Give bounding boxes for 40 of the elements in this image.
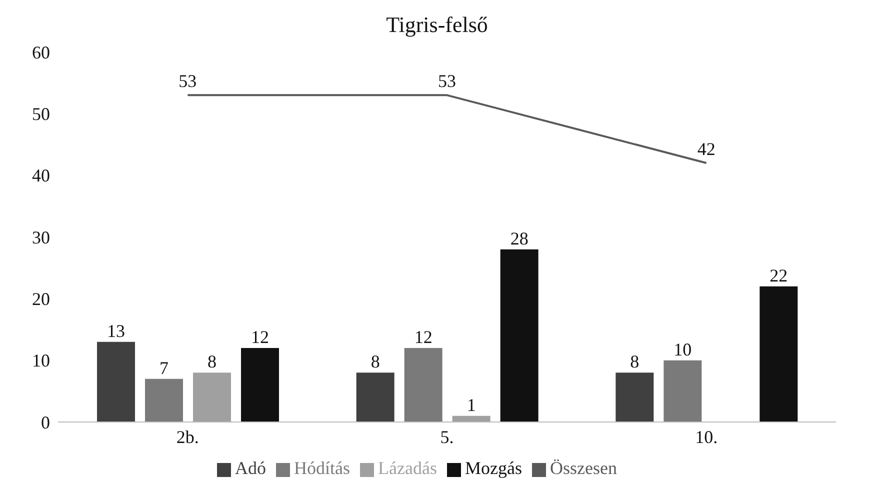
y-tick-label: 60	[32, 42, 50, 62]
legend-label: Lázadás	[378, 458, 437, 478]
bar	[145, 378, 183, 422]
data-label: 53	[438, 71, 456, 92]
data-label: 22	[770, 265, 788, 286]
x-tick-label: 5.	[440, 426, 454, 447]
y-tick-label: 10	[32, 350, 50, 371]
bar	[356, 372, 394, 422]
data-label: 8	[630, 352, 640, 372]
data-label: 8	[208, 352, 216, 372]
legend-label: Összesen	[550, 458, 617, 478]
data-label: 7	[160, 358, 168, 378]
data-label: 12	[251, 327, 269, 347]
data-label: 13	[107, 320, 125, 341]
legend-label: Hódítás	[294, 458, 350, 478]
chart-title: Tigris-felső	[385, 11, 489, 39]
bar	[241, 348, 279, 422]
x-tick-label: 2b.	[176, 426, 199, 447]
y-tick-label: 50	[32, 104, 50, 124]
data-label: 28	[510, 228, 528, 248]
bar	[616, 372, 654, 422]
bar	[500, 249, 538, 422]
bar	[664, 360, 702, 422]
x-tick-label: 10.	[695, 426, 718, 447]
data-label: 1	[466, 394, 476, 415]
data-label: 8	[370, 352, 380, 372]
bar	[760, 286, 798, 422]
data-label: 12	[414, 327, 432, 347]
legend-label: Mozgás	[464, 458, 522, 478]
legend-label: Adó	[235, 458, 266, 478]
bar	[97, 342, 135, 422]
y-tick-label: 20	[32, 289, 50, 310]
y-tick-label: 30	[32, 227, 50, 248]
y-tick-label: 40	[32, 166, 50, 186]
data-label: 53	[178, 71, 197, 92]
data-label: 42	[697, 139, 716, 159]
y-tick-label: 0	[41, 412, 50, 432]
data-label: 10	[674, 339, 692, 360]
bar	[404, 348, 442, 422]
bar	[193, 372, 231, 422]
